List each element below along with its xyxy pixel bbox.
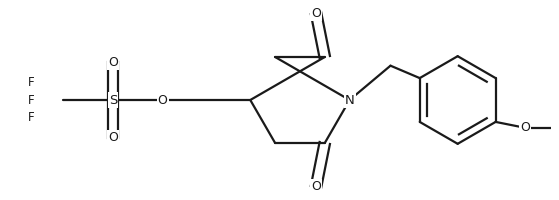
Text: O: O	[520, 121, 530, 134]
Text: F: F	[28, 111, 35, 124]
Text: F: F	[28, 76, 35, 89]
Text: O: O	[108, 56, 118, 69]
Text: O: O	[108, 131, 118, 144]
Text: S: S	[109, 94, 117, 107]
Text: O: O	[158, 94, 168, 107]
Text: O: O	[311, 7, 321, 20]
Text: O: O	[311, 180, 321, 193]
Text: N: N	[345, 94, 354, 107]
Text: F: F	[28, 94, 35, 107]
